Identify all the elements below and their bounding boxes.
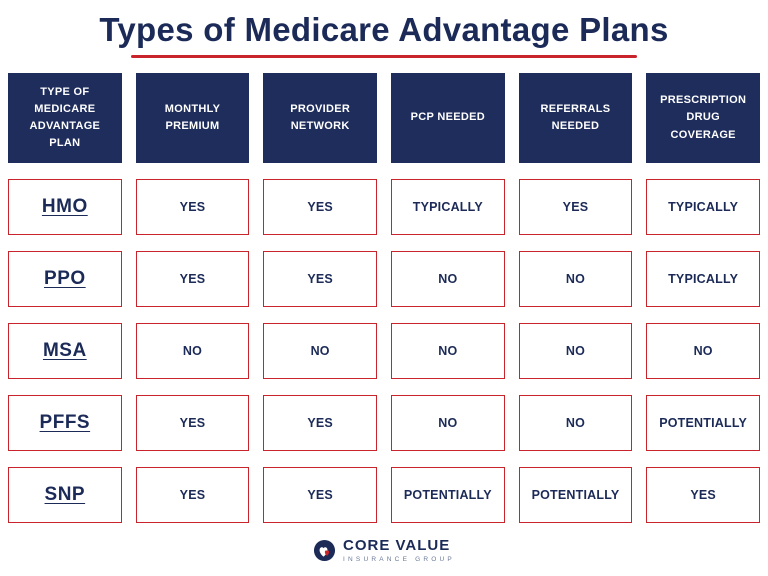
plan-name-cell-pffs: PFFS [8,395,122,451]
table-cell: YES [646,467,760,523]
column-header-plan-type: TYPE OF MEDICARE ADVANTAGE PLAN [8,73,122,163]
table-cell: NO [518,251,633,307]
table-cell: NO [263,323,377,379]
table-cell: YES [135,395,250,451]
table-cell: POTENTIALLY [390,467,505,523]
table-cell: POTENTIALLY [518,467,633,523]
table-cell: YES [263,395,377,451]
column-header-pcp-needed: PCP NEEDED [390,73,505,163]
brand-tagline: INSURANCE GROUP [343,555,455,563]
plan-name-cell-ppo: PPO [8,251,122,307]
plan-name-cell-snp: SNP [8,467,122,523]
table-cell: NO [390,395,505,451]
brand-name: CORE VALUE [343,537,451,555]
column-header-prescription-drug-coverage: PRESCRIPTION DRUG COVERAGE [646,73,760,163]
table-cell: NO [646,323,760,379]
brand-text-block: CORE VALUE INSURANCE GROUP [343,538,455,563]
page-title: Types of Medicare Advantage Plans [99,11,669,48]
medicare-plans-table: TYPE OF MEDICARE ADVANTAGE PLAN MONTHLY … [0,58,768,523]
title-underline [131,55,637,58]
table-cell: YES [263,467,377,523]
table-cell: YES [135,179,250,235]
table-cell: YES [135,251,250,307]
column-header-provider-network: PROVIDER NETWORK [263,73,377,163]
table-cell: NO [390,251,505,307]
table-cell: NO [390,323,505,379]
table-cell: YES [518,179,633,235]
footer-logo: CORE VALUE INSURANCE GROUP [0,538,768,563]
table-cell: YES [263,179,377,235]
plan-name-cell-msa: MSA [8,323,122,379]
column-header-referrals-needed: REFERRALS NEEDED [518,73,633,163]
table-cell: NO [135,323,250,379]
plan-name-cell-hmo: HMO [8,179,122,235]
table-cell: POTENTIALLY [646,395,760,451]
table-cell: YES [263,251,377,307]
table-cell: NO [518,323,633,379]
heart-in-circle-icon [313,539,336,562]
table-cell: TYPICALLY [646,179,760,235]
table-cell: NO [518,395,633,451]
column-header-monthly-premium: MONTHLY PREMIUM [135,73,250,163]
table-cell: TYPICALLY [390,179,505,235]
table-cell: YES [135,467,250,523]
table-cell: TYPICALLY [646,251,760,307]
